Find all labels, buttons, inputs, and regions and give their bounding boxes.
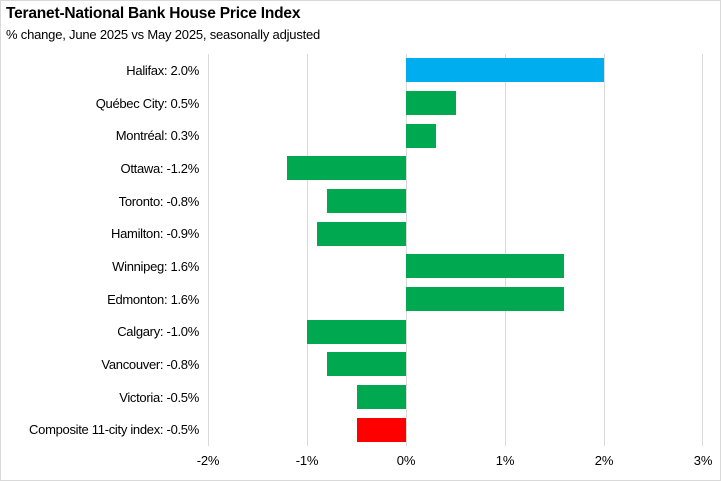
category-label: Ottawa: -1.2% [120,160,200,176]
category-label: Calgary: -1.0% [117,324,199,340]
bar [406,123,436,148]
chart-subtitle: % change, June 2025 vs May 2025, seasona… [6,27,321,42]
x-axis-tick-label: -2% [196,453,220,468]
gridline [406,54,407,446]
category-label: Halifax: 2.0% [126,62,199,78]
gridline [702,54,703,446]
x-axis-tick-label: 1% [495,453,515,468]
chart-title: Teranet-National Bank House Price Index [6,5,301,22]
category-label: Toronto: -0.8% [118,193,200,209]
category-label: Victoria: -0.5% [119,389,199,405]
bar [356,417,406,442]
category-label: Québec City: 0.5% [95,95,200,111]
category-label: Winnipeg: 1.6% [112,258,199,274]
bar [326,352,406,377]
category-label: Composite 11-city index: -0.5% [29,422,199,438]
bar [287,156,406,181]
bar [356,385,406,409]
bar [316,221,406,246]
gridline [208,54,209,446]
gridline [604,54,605,446]
category-label: Hamilton: -0.9% [111,226,199,242]
bar [406,287,565,311]
x-axis-tick-label: -1% [295,453,319,468]
x-axis-tick-label: 3% [693,453,713,468]
category-label: Edmonton: 1.6% [107,291,199,307]
gridline [307,54,308,446]
x-axis: -2% -1% 0% 1% 2% 3% [197,453,713,471]
category-label: Vancouver: -0.8% [101,356,199,372]
bar [406,254,565,279]
x-axis-tick-label: 0% [396,453,416,468]
plot-area [208,54,703,446]
category-label: Montréal: 0.3% [115,128,200,144]
bar [406,91,456,115]
bar [406,58,604,83]
x-axis-tick-label: 2% [594,453,614,468]
bar [326,189,406,213]
gridline [505,54,506,446]
bar [307,319,406,344]
category-labels: Halifax: 2.0% Québec City: 0.5% Montréal: … [1,54,199,446]
